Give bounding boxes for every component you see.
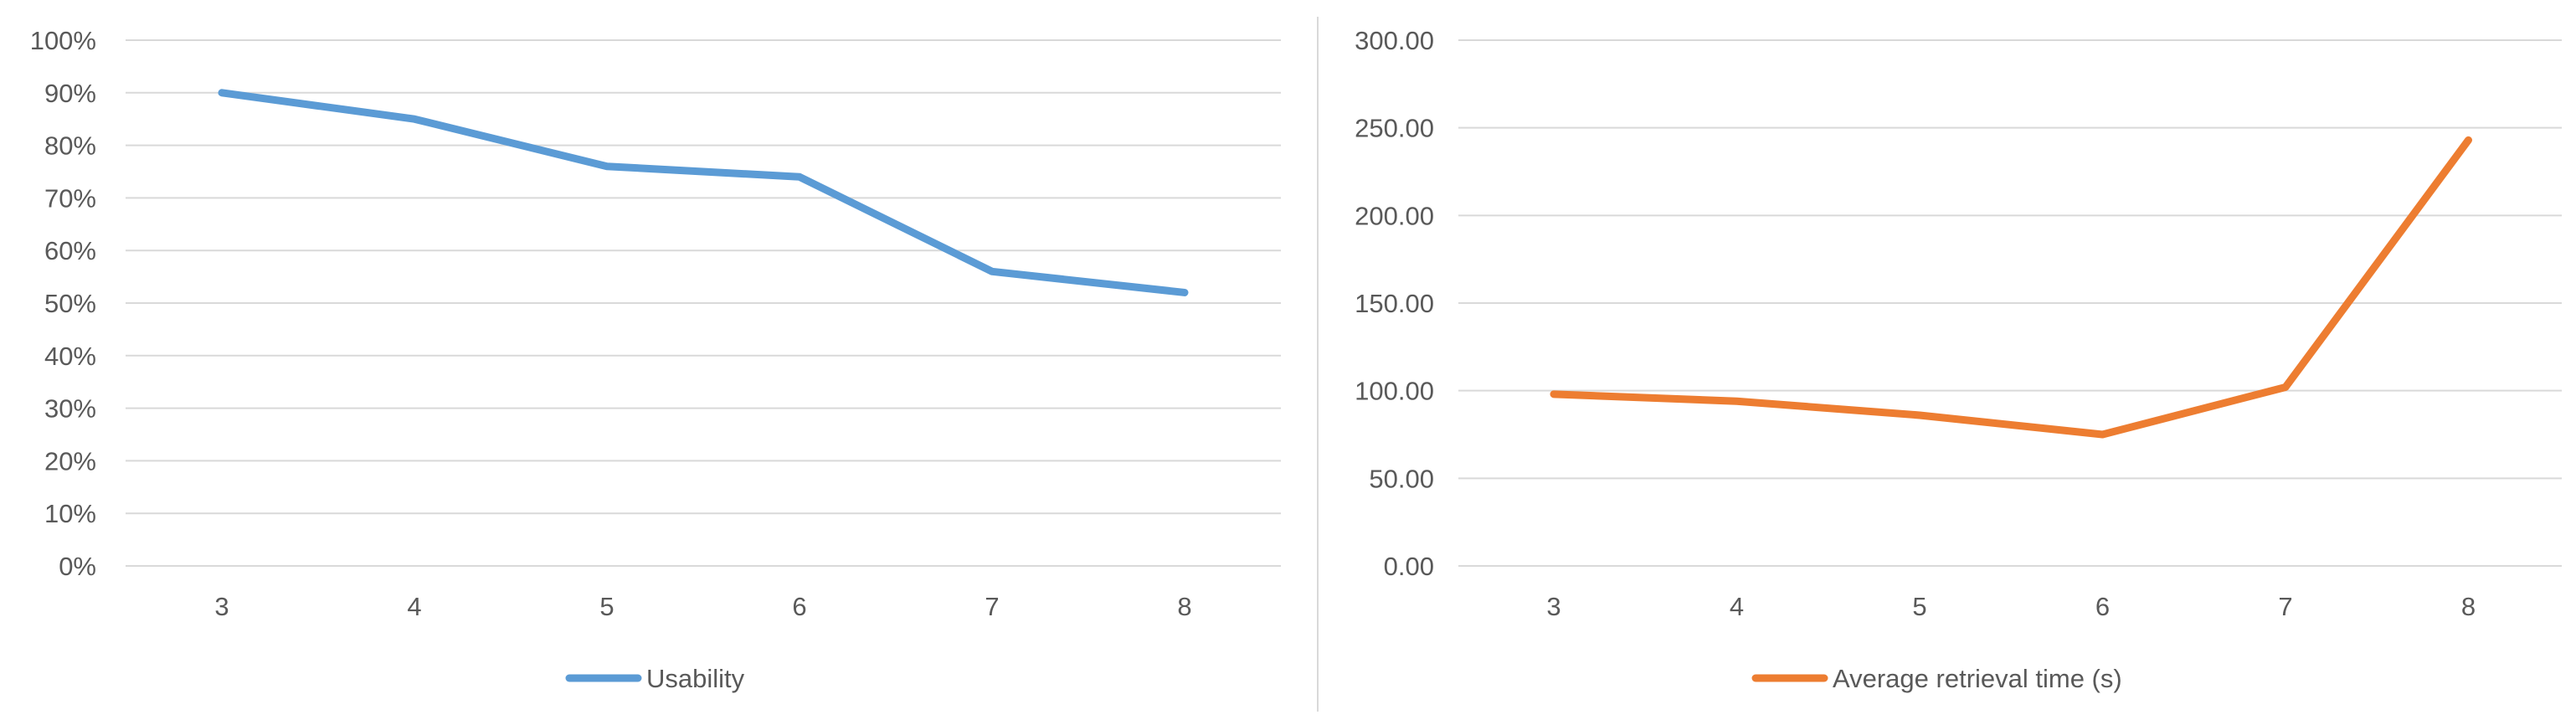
x-tick-label: 5	[599, 592, 614, 621]
x-tick-label: 8	[1177, 592, 1191, 621]
legend-label: Usability	[646, 664, 745, 693]
usability-chart: 0% 10% 20% 30% 40% 50% 60% 70% 80% 90% 100% 3 4 5 6 7 8 U…	[30, 26, 1281, 693]
x-tick-label: 4	[1730, 592, 1744, 621]
x-tick-label: 3	[214, 592, 229, 621]
x-tick-label: 7	[2278, 592, 2292, 621]
y-tick-label: 150.00	[1355, 289, 1434, 318]
y-tick-label: 0.00	[1384, 552, 1434, 581]
series-line	[218, 89, 1189, 296]
x-tick-label: 8	[2461, 592, 2476, 621]
y-tick-label: 80%	[44, 131, 96, 161]
x-tick-label: 3	[1546, 592, 1561, 621]
x-tick-label: 6	[2095, 592, 2110, 621]
y-tick-label: 20%	[44, 446, 96, 476]
y-tick-label: 100.00	[1355, 377, 1434, 406]
y-tick-label: 300.00	[1355, 26, 1434, 55]
y-tick-label: 90%	[44, 79, 96, 108]
x-tick-label: 5	[1912, 592, 1926, 621]
y-tick-label: 60%	[44, 236, 96, 265]
y-tick-label: 40%	[44, 342, 96, 371]
y-tick-label: 0%	[59, 552, 96, 581]
y-tick-label: 70%	[44, 183, 96, 213]
legend-label: Average retrieval time (s)	[1833, 664, 2122, 693]
series-line	[1550, 136, 2472, 439]
y-tick-label: 30%	[44, 394, 96, 424]
y-tick-label: 50%	[44, 289, 96, 318]
x-tick-label: 4	[407, 592, 421, 621]
x-tick-label: 6	[792, 592, 806, 621]
x-tick-label: 7	[985, 592, 999, 621]
y-tick-label: 50.00	[1369, 464, 1434, 493]
y-tick-label: 200.00	[1355, 201, 1434, 230]
y-tick-label: 100%	[30, 26, 96, 55]
y-tick-label: 250.00	[1355, 114, 1434, 143]
retrieval-time-chart: 0.00 50.00 100.00 150.00 200.00 250.00 300.00 3…	[1355, 26, 2562, 693]
y-tick-label: 10%	[44, 499, 96, 528]
